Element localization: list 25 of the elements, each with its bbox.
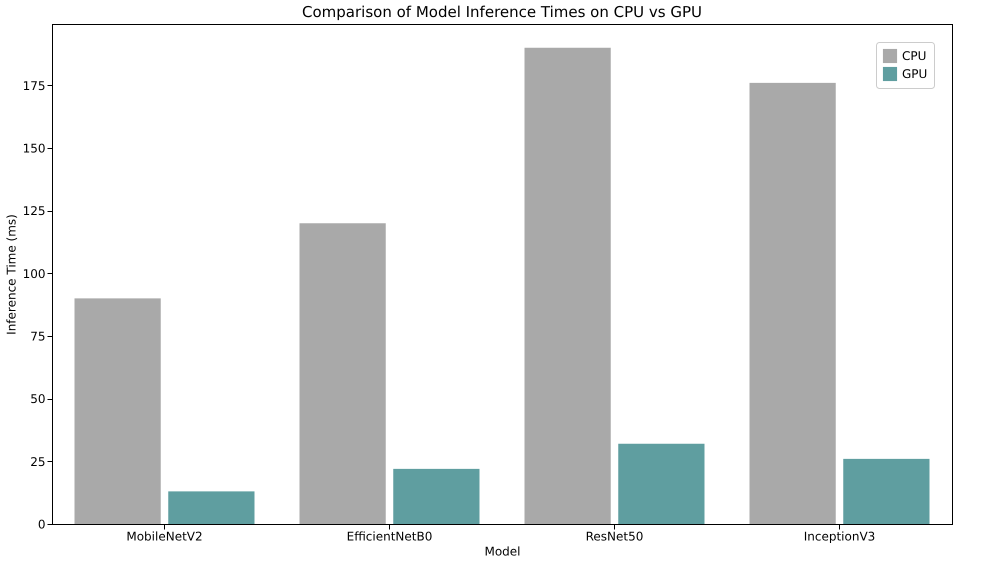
bar	[168, 491, 254, 524]
y-tick-label: 0	[38, 518, 46, 532]
bar	[74, 298, 161, 524]
y-tick-label: 75	[30, 330, 46, 344]
y-axis-title: Inference Time (ms)	[4, 214, 19, 335]
y-tick-label: 125	[22, 204, 46, 218]
y-tick-label: 175	[22, 78, 46, 93]
y-tick-label: 50	[30, 392, 46, 406]
x-tick-label: ResNet50	[586, 530, 644, 544]
bar	[300, 223, 386, 524]
bar	[393, 468, 480, 524]
x-tick-label: EfficientNetB0	[346, 530, 432, 544]
bar	[618, 444, 704, 524]
legend-label: GPU	[902, 67, 928, 81]
legend-label: CPU	[902, 49, 926, 63]
y-tick-label: 150	[22, 142, 46, 156]
chart-title: Comparison of Model Inference Times on CPU vs GPU	[302, 3, 702, 21]
bar	[843, 458, 930, 524]
x-axis-title: Model	[484, 544, 521, 558]
x-tick-label: MobileNetV2	[126, 530, 203, 544]
bar	[750, 82, 836, 524]
x-tick-label: InceptionV3	[804, 530, 876, 544]
y-tick-label: 100	[22, 266, 46, 281]
y-tick-label: 25	[30, 454, 46, 469]
bar	[524, 48, 611, 524]
